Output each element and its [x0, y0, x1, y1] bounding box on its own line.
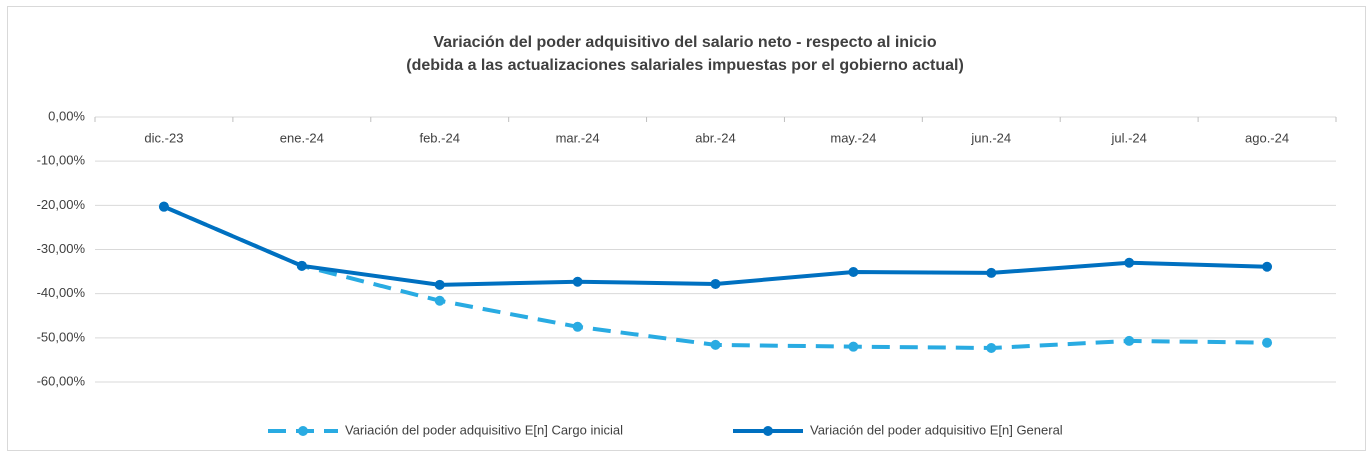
data-point — [710, 278, 721, 289]
x-tick-label: ago.-24 — [1245, 130, 1289, 145]
data-point — [848, 267, 859, 278]
data-point — [1262, 261, 1273, 272]
data-point — [434, 279, 445, 290]
y-tick-label: -10,00% — [37, 153, 86, 168]
data-point — [1262, 337, 1273, 348]
data-point — [158, 201, 169, 212]
y-tick-label: -30,00% — [37, 241, 86, 256]
legend-marker — [763, 426, 773, 436]
y-tick-label: -50,00% — [37, 329, 86, 344]
data-point — [434, 295, 445, 306]
data-point — [296, 260, 307, 271]
legend-label: Variación del poder adquisitivo E[n] Gen… — [810, 422, 1063, 437]
legend-label: Variación del poder adquisitivo E[n] Car… — [345, 422, 623, 437]
x-tick-label: ene.-24 — [280, 130, 324, 145]
x-tick-label: jul.-24 — [1110, 130, 1146, 145]
y-tick-label: 0,00% — [48, 108, 85, 123]
x-tick-label: abr.-24 — [695, 130, 735, 145]
y-tick-label: -20,00% — [37, 197, 86, 212]
chart-title: Variación del poder adquisitivo del sala… — [433, 34, 936, 51]
data-point — [848, 341, 859, 352]
chart-subtitle: (debida a las actualizaciones salariales… — [406, 57, 964, 74]
legend-marker — [298, 426, 308, 436]
y-tick-label: -40,00% — [37, 285, 86, 300]
x-tick-label: may.-24 — [830, 130, 876, 145]
y-tick-label: -60,00% — [37, 373, 86, 388]
data-point — [1124, 257, 1135, 268]
data-point — [1124, 335, 1135, 346]
x-tick-label: dic.-23 — [144, 130, 183, 145]
data-point — [986, 267, 997, 278]
data-point — [710, 339, 721, 350]
x-tick-label: mar.-24 — [556, 130, 600, 145]
data-point — [572, 321, 583, 332]
x-tick-label: feb.-24 — [419, 130, 459, 145]
data-point — [986, 342, 997, 353]
data-point — [572, 276, 583, 287]
chart-frame — [7, 6, 1366, 451]
x-tick-label: jun.-24 — [970, 130, 1011, 145]
